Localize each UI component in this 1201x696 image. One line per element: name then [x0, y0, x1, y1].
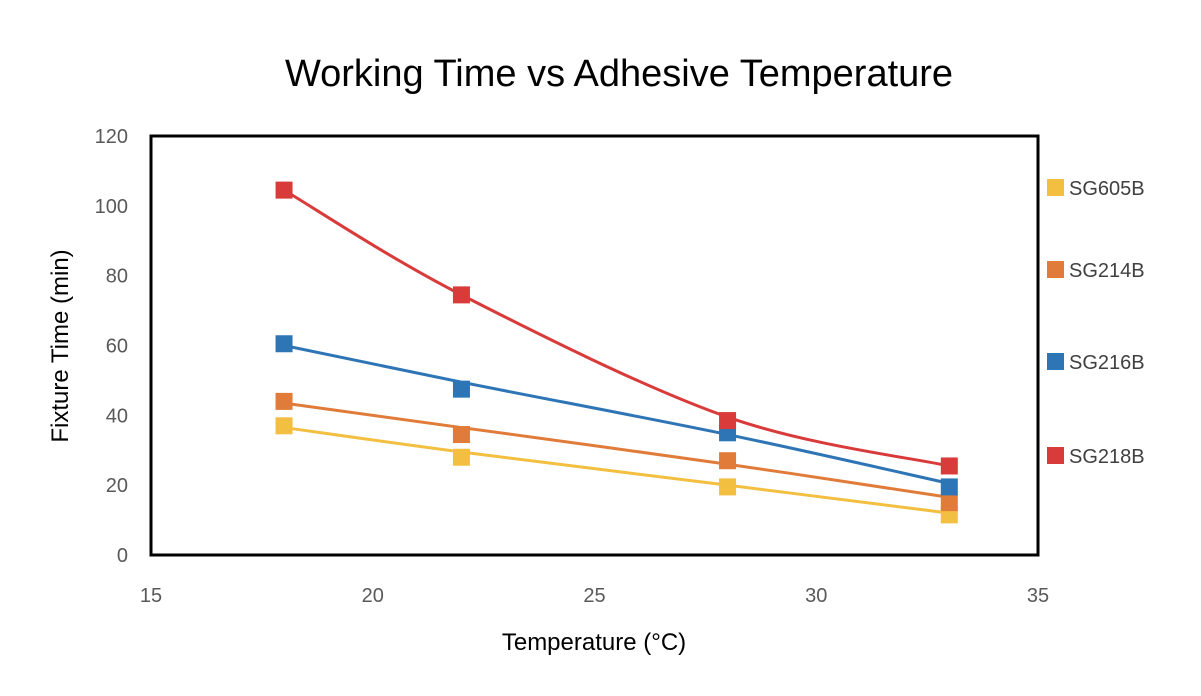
x-tick-label: 25 [583, 585, 605, 607]
legend: SG605B SG214B SG216B SG218B [1047, 178, 1145, 468]
plot-area-frame [149, 134, 1040, 557]
data-point-sg214b [452, 426, 470, 444]
series-line-sg216b [283, 344, 950, 485]
x-tick-label: 35 [1027, 585, 1049, 607]
legend-swatch [1047, 261, 1064, 278]
data-point-sg216b [452, 380, 470, 398]
y-axis-ticks: 0 20 40 60 80 100 120 [95, 126, 128, 567]
y-tick-label: 100 [95, 196, 128, 218]
data-point-sg214b [940, 494, 958, 512]
data-point-sg218b [719, 412, 737, 430]
legend-label: SG605B [1069, 178, 1145, 200]
y-tick-label: 80 [106, 266, 128, 288]
data-point-sg214b [719, 452, 737, 470]
legend-swatch [1047, 179, 1064, 196]
y-tick-label: 60 [106, 336, 128, 358]
x-tick-label: 30 [805, 585, 827, 607]
x-axis-ticks: 15 20 25 30 35 [140, 585, 1049, 607]
series-line-sg214b [283, 401, 950, 499]
series-line-sg218b [283, 188, 950, 468]
series-markers [275, 181, 958, 524]
data-point-sg218b [275, 181, 293, 199]
data-point-sg216b [940, 478, 958, 496]
data-point-sg216b [275, 335, 293, 353]
data-point-sg605b [719, 478, 737, 496]
data-point-sg605b [275, 417, 293, 435]
legend-swatch [1047, 353, 1064, 370]
data-point-sg218b [452, 286, 470, 304]
series-lines [283, 188, 950, 515]
legend-label: SG218B [1069, 446, 1145, 468]
y-axis-title: Fixture Time (min) [47, 249, 74, 442]
x-tick-label: 15 [140, 585, 162, 607]
series-line-sg605b [283, 426, 950, 515]
y-tick-label: 40 [106, 405, 128, 427]
data-point-sg214b [275, 392, 293, 410]
legend-label: SG216B [1069, 352, 1145, 374]
y-tick-label: 0 [117, 545, 128, 567]
x-tick-label: 20 [362, 585, 384, 607]
x-axis-title: Temperature (°C) [502, 629, 686, 656]
legend-label: SG214B [1069, 260, 1145, 282]
data-point-sg605b [452, 448, 470, 466]
chart-title: Working Time vs Adhesive Temperature [285, 53, 953, 95]
y-tick-label: 20 [106, 475, 128, 497]
data-point-sg218b [940, 457, 958, 475]
legend-swatch [1047, 447, 1064, 464]
y-tick-label: 120 [95, 126, 128, 148]
